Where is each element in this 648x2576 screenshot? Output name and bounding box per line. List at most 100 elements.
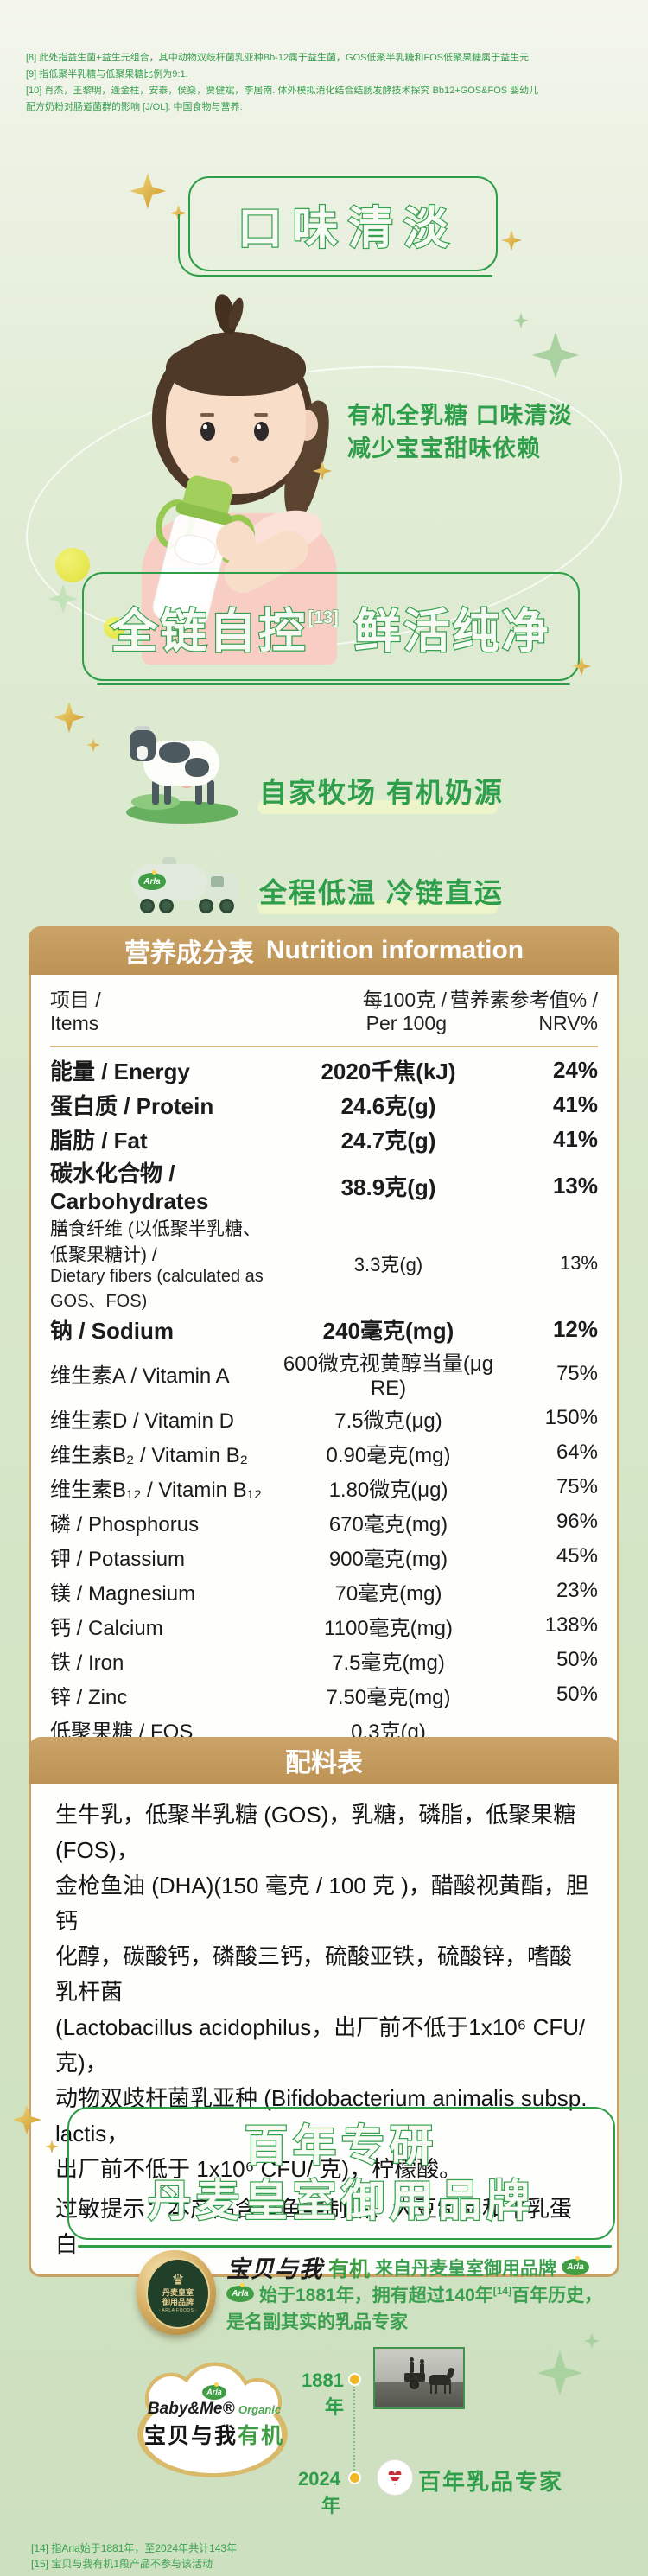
royal-warrant-badge: ♛ 丹麦皇室 御用品牌 - ARLA FOODS - — [137, 2250, 216, 2335]
nutrition-row: 铁 / Iron 7.5毫克(mg) 50% — [50, 1648, 598, 1675]
sparkle-gold-icon — [130, 173, 166, 209]
nutrition-row: 维生素B₁₂ / Vitamin B₁₂ 1.80微克(μg) 75% — [50, 1475, 598, 1502]
sparkle-gold-left-small-icon — [86, 738, 100, 752]
arla-logo: Arla — [138, 870, 166, 890]
heritage-title-underline — [78, 2245, 612, 2248]
taste-title: 口味清淡 — [237, 202, 459, 255]
cold-highlight-bar — [257, 900, 498, 914]
timeline-year-2024: 2024年 — [298, 2468, 340, 2516]
footnote-line: [10] 肖杰，王黎明，逄金柱，安泰，侯燊，贾健斌，李居南. 体外模拟消化结合结… — [26, 86, 539, 112]
chain-title-footref: [13] — [308, 607, 340, 627]
nutrition-row: 磷 / Phosphorus 670毫克(mg) 96% — [50, 1510, 598, 1536]
nutrition-row: 能量 / Energy 2020千焦(kJ) 24% — [50, 1056, 598, 1084]
organic-cn: 有机 — [238, 2423, 285, 2448]
cold-feature-label: 全程低温 冷链直运 — [259, 877, 504, 908]
heritage-title-line1: 百年专研 — [244, 2121, 438, 2172]
col-items: 项目 / Items — [50, 989, 101, 1034]
arla-logo: Arla — [226, 2283, 254, 2302]
ingredients-line: 出厂前不低于 1x10⁶ CFU/ 克)，柠檬酸。 — [55, 2156, 462, 2182]
history-footref: [14] — [492, 2284, 512, 2297]
sparkle-green-small-icon — [513, 313, 529, 328]
nutrition-row: 锌 / Zinc 7.50毫克(mg) 50% — [50, 1682, 598, 1709]
nutrition-title-cn: 营养成分表 — [124, 939, 254, 968]
brand-name: 宝贝与我 — [226, 2256, 323, 2282]
baby-photo — [119, 292, 370, 665]
ingredients-line: 金枪鱼油 (DHA)(150 毫克 / 100 克 )，醋酸视黄酯，胆钙 — [55, 1873, 588, 1934]
chain-title-rest: 鲜活纯净 — [338, 604, 551, 658]
nutrition-row: 维生素B₂ / Vitamin B₂ 0.90毫克(mg) 64% — [50, 1441, 598, 1467]
sparkle-green-bottom-icon — [537, 2350, 582, 2395]
chain-title: 全链自控[13] 鲜活纯净 — [110, 593, 551, 661]
footnote-line: [15] 宝贝与我有机1段产品不参与该活动 — [31, 2558, 213, 2570]
historical-photo-1881 — [373, 2347, 465, 2409]
ingredients-title: 配料表 — [285, 1749, 363, 1778]
nutrition-row: 碳水化合物 / Carbohydrates 38.9克(g) 13% — [50, 1161, 598, 1214]
nutrition-row: 钙 / Calcium 1100毫克(mg) 138% — [50, 1613, 598, 1640]
col-per100g: 每100克 / Per 100g — [362, 989, 447, 1034]
nutrition-row: 镁 / Magnesium 70毫克(mg) 23% — [50, 1579, 598, 1606]
footnote-line: [14] 指Arla始于1881年，至2024年共计143年 — [31, 2542, 238, 2554]
chain-title-main: 全链自控 — [110, 604, 308, 658]
chain-title-underline — [97, 683, 570, 685]
taste-title-box: 口味清淡 — [188, 176, 498, 271]
dairy-heart-logo: ♥ — [377, 2459, 413, 2496]
history-text: 始于1881年，拥有超过140年[14]百年历史， — [259, 2284, 603, 2306]
sparkle-gold-left-icon — [54, 702, 85, 733]
nutrition-row: 膳食纤维 (以低聚半乳糖、低聚果糖计) / Dietary fibers (cal… — [50, 1219, 598, 1311]
taste-claim-line1: 有机全乳糖 口味清淡 — [347, 403, 573, 429]
ingredients-table: 配料表 生牛乳，低聚半乳糖 (GOS)，乳糖，磷脂，低聚果糖 (FOS)， 金枪鱼… — [29, 1737, 619, 2277]
babyme-cn: 宝贝与我 — [143, 2423, 238, 2448]
nutrition-row: 蛋白质 / Protein 24.6克(g) 41% — [50, 1091, 598, 1119]
cow-icon — [126, 726, 238, 827]
taste-claims: 有机全乳糖 口味清淡 减少宝宝甜味依赖 — [347, 399, 632, 465]
brand-intro: 来自丹麦皇室御用品牌 — [375, 2258, 556, 2279]
farm-feature-label: 自家牧场 有机奶源 — [259, 777, 504, 808]
nutrition-row: 维生素A / Vitamin A 600微克视黄醇当量(μg RE) 75% — [50, 1352, 598, 1400]
sparkle-green-icon — [532, 332, 579, 378]
footnotes-top: [8] 此处指益生菌+益生元组合，其中动物双歧杆菌乳亚种Bb-12属于益生菌，G… — [26, 50, 544, 116]
nutrition-row: 钠 / Sodium 240毫克(mg) 12% — [50, 1315, 598, 1344]
nutrition-row: 维生素D / Vitamin D 7.5微克(μg) 150% — [50, 1406, 598, 1433]
ingredients-line: 化醇，碳酸钙，磷酸三钙，硫酸亚铁，硫酸锌，嗜酸乳杆菌 — [55, 1943, 573, 2005]
taste-claim-line2: 减少宝宝甜味依赖 — [347, 436, 541, 461]
ingredients-table-header: 配料表 — [29, 1737, 619, 1784]
babyme-wordmark: Baby&Me® — [147, 2399, 235, 2418]
allergy-notice: 过敏提示：本产品含有鱼类制品、大豆制品和牛乳蛋白 — [55, 2196, 573, 2257]
heart-icon: ♥ — [387, 2465, 403, 2490]
babyme-cloud-logo: Arla Baby&Me® Organic 宝贝与我有机 — [126, 2361, 302, 2492]
farm-highlight-bar — [257, 800, 498, 814]
ingredients-line: (Lactobacillus acidophilus，出厂前不低于1x10⁶ C… — [55, 2014, 586, 2076]
arla-logo: Arla — [562, 2256, 589, 2275]
taste-title-echo-line — [178, 214, 492, 277]
truck-icon: Arla — [131, 854, 244, 918]
arla-logo: Arla — [202, 2382, 226, 2400]
brand-organic: 有机 — [328, 2258, 370, 2281]
decor-circle-large — [55, 548, 90, 582]
dairy-expert-label: 百年乳品专家 — [418, 2469, 564, 2495]
nutrition-table: 营养成分表 Nutrition information 项目 / Items 每1… — [29, 926, 619, 1812]
nutrition-table-header: 营养成分表 Nutrition information — [29, 926, 619, 975]
sparkle-gold-right-icon — [501, 230, 522, 251]
brand-history: 宝贝与我 有机 来自丹麦皇室御用品牌 Arla Arla 始于1881年，拥有超… — [226, 2254, 607, 2334]
timeline-dot — [348, 2471, 361, 2484]
organic-wordmark: Organic — [238, 2402, 282, 2416]
timeline-year-1881: 1881年 — [302, 2369, 344, 2418]
ingredients-line: 生牛乳，低聚半乳糖 (GOS)，乳糖，磷脂，低聚果糖 (FOS)， — [55, 1802, 576, 1863]
nutrition-row: 脂肪 / Fat 24.7克(g) 41% — [50, 1125, 598, 1154]
nutrition-title-en: Nutrition information — [265, 936, 524, 964]
footnote-line: [8] 此处指益生菌+益生元组合，其中动物双歧杆菌乳亚种Bb-12属于益生菌，G… — [26, 53, 530, 63]
crown-icon: ♛ — [171, 2272, 185, 2288]
timeline-dot — [348, 2373, 361, 2386]
sparkle-green-bottom-small-icon — [584, 2333, 600, 2349]
nutrition-column-headers: 项目 / Items 每100克 / Per 100g 营养素参考值% / NRV% — [50, 975, 598, 1035]
nutrition-rows: 能量 / Energy 2020千焦(kJ) 24% 蛋白质 / Protein… — [50, 1047, 598, 1810]
heritage-title-line2: 丹麦皇室御用品牌 — [147, 2176, 535, 2227]
timeline-line — [353, 2387, 355, 2473]
decor-circle-small — [104, 617, 125, 639]
footnotes-bottom: [14] 指Arla始于1881年，至2024年共计143年 [15] 宝贝与我有… — [31, 2541, 463, 2572]
chain-title-box: 全链自控[13] 鲜活纯净 — [82, 572, 580, 681]
footnote-line: [9] 指低聚半乳糖与低聚果糖比例为9:1. — [26, 69, 188, 80]
gold-separator — [50, 1046, 598, 1047]
col-nrv: 营养素参考值% / NRV% — [449, 989, 598, 1034]
